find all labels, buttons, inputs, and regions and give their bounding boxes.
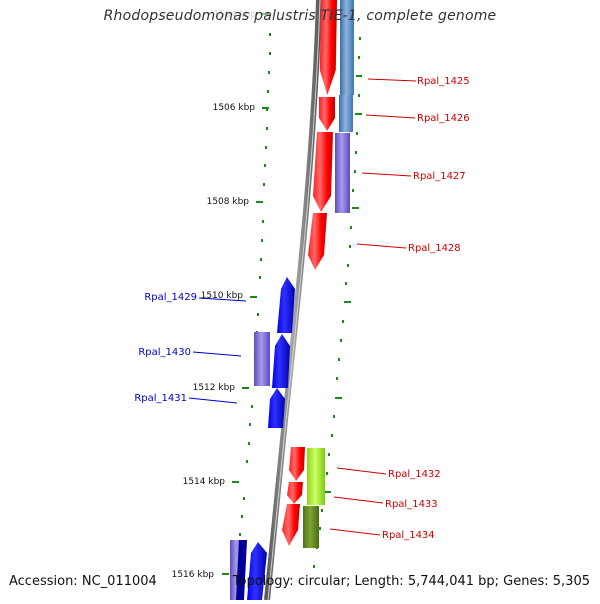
- gene-label-Rpal_1429[interactable]: Rpal_1429: [144, 292, 197, 303]
- ruler-label: 1514 kbp: [183, 477, 226, 487]
- gene-label-Rpal_1427[interactable]: Rpal_1427: [413, 171, 466, 182]
- gene-Rpal_1425-arrow[interactable]: [319, 0, 337, 95]
- gene-Rpal_1431-arrow[interactable]: [268, 388, 285, 428]
- gene-leader-lines: [188, 78, 417, 536]
- length-label: Length:: [354, 574, 404, 589]
- gene-label-Rpal_1430[interactable]: Rpal_1430: [138, 347, 191, 358]
- gene-label-Rpal_1431[interactable]: Rpal_1431: [134, 393, 187, 404]
- topology-value: circular: [297, 574, 346, 589]
- inner-tick-marks: [324, 75, 362, 493]
- genome-backbone: [264, 0, 322, 601]
- gene-labels: Rpal_1425 Rpal_1426 Rpal_1427 Rpal_1428 …: [134, 76, 469, 541]
- accession-label: Accession:: [9, 574, 78, 589]
- genome-title: Rhodopseudomonas palustris TIE-1, comple…: [103, 8, 497, 24]
- genome-stats: Topology: circular; Length: 5,744,041 bp…: [232, 574, 590, 589]
- ruler-label: 1510 kbp: [201, 291, 244, 301]
- ruler-label: 1506 kbp: [213, 103, 256, 113]
- genes-value: 5,305: [552, 574, 590, 589]
- topology-label: Topology:: [232, 574, 294, 589]
- ruler-ticks: [222, 13, 269, 575]
- gene-extra-blue-arrow: [236, 540, 267, 600]
- gene-label-Rpal_1425[interactable]: Rpal_1425: [417, 76, 470, 87]
- length-value: 5,744,041 bp: [407, 574, 495, 589]
- inner-guide-arc: [313, 37, 361, 568]
- gene-Rpal_1432-arrow[interactable]: [289, 447, 305, 481]
- gene-label-Rpal_1426[interactable]: Rpal_1426: [417, 113, 470, 124]
- gene-Rpal_1427-arrow[interactable]: [313, 132, 333, 212]
- gene-label-Rpal_1428[interactable]: Rpal_1428: [408, 243, 461, 254]
- accession-value: NC_011004: [81, 574, 157, 589]
- ruler-label: 1504 kbp: [214, 10, 257, 20]
- gene-Rpal_1433-arrow[interactable]: [287, 482, 303, 504]
- ruler-labels: 1504 kbp 1506 kbp 1508 kbp 1510 kbp 1512…: [172, 10, 257, 580]
- ruler-label: 1516 kbp: [172, 570, 215, 580]
- ruler-label: 1508 kbp: [207, 197, 250, 207]
- gene-label-Rpal_1432[interactable]: Rpal_1432: [388, 469, 441, 480]
- gene-Rpal_1428-arrow[interactable]: [308, 213, 327, 270]
- ruler-label: 1512 kbp: [193, 383, 236, 393]
- gene-Rpal_1426-arrow[interactable]: [319, 97, 335, 131]
- accession-info: Accession: NC_011004: [9, 574, 157, 589]
- gene-Rpal_1429-arrow[interactable]: [277, 277, 295, 333]
- gene-label-Rpal_1434[interactable]: Rpal_1434: [382, 530, 435, 541]
- gene-Rpal_1434-arrow[interactable]: [282, 504, 300, 546]
- genes-label: Genes:: [503, 574, 549, 589]
- gene-label-Rpal_1433[interactable]: Rpal_1433: [385, 499, 438, 510]
- gene-Rpal_1430-arrow[interactable]: [272, 334, 290, 388]
